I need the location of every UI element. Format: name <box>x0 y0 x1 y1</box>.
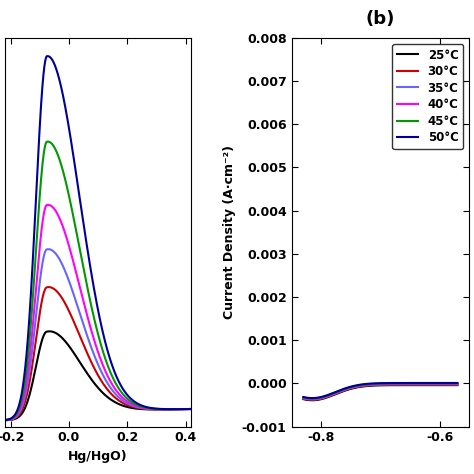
25°C <box>374 383 380 388</box>
25°C <box>392 383 398 388</box>
Text: (b): (b) <box>366 10 395 28</box>
35°C <box>451 382 457 387</box>
40°C <box>384 381 390 387</box>
35°C <box>384 382 390 387</box>
30°C <box>392 382 398 388</box>
50°C <box>310 395 315 401</box>
25°C <box>384 383 390 388</box>
25°C <box>427 383 433 388</box>
50°C <box>374 381 380 386</box>
30°C <box>301 396 306 401</box>
40°C <box>374 381 380 387</box>
25°C <box>455 383 460 388</box>
25°C <box>451 383 457 388</box>
40°C <box>310 396 315 402</box>
45°C <box>384 381 390 386</box>
45°C <box>375 381 381 386</box>
35°C <box>392 382 398 387</box>
40°C <box>451 381 457 387</box>
Legend: 25°C, 30°C, 35°C, 40°C, 45°C, 50°C: 25°C, 30°C, 35°C, 40°C, 45°C, 50°C <box>392 44 464 149</box>
35°C <box>455 382 460 387</box>
25°C <box>375 383 381 388</box>
X-axis label: Hg/HgO): Hg/HgO) <box>68 450 128 463</box>
45°C <box>392 381 398 386</box>
30°C <box>384 382 390 388</box>
Line: 50°C: 50°C <box>303 383 457 398</box>
30°C <box>427 382 433 388</box>
40°C <box>375 381 381 387</box>
35°C <box>427 382 433 387</box>
50°C <box>301 394 306 400</box>
30°C <box>451 382 457 388</box>
Line: 40°C: 40°C <box>303 384 457 399</box>
30°C <box>375 382 381 388</box>
50°C <box>427 380 433 386</box>
40°C <box>427 381 433 387</box>
45°C <box>455 381 460 386</box>
45°C <box>427 381 433 386</box>
45°C <box>301 394 306 400</box>
50°C <box>451 380 457 386</box>
25°C <box>310 397 315 403</box>
30°C <box>455 382 460 388</box>
Line: 30°C: 30°C <box>303 385 457 400</box>
35°C <box>310 397 315 402</box>
45°C <box>451 381 457 386</box>
35°C <box>375 382 381 387</box>
50°C <box>384 380 390 386</box>
45°C <box>310 396 315 401</box>
50°C <box>375 381 381 386</box>
30°C <box>310 397 315 403</box>
50°C <box>455 380 460 386</box>
Line: 35°C: 35°C <box>303 384 457 400</box>
Y-axis label: Current Density (A·cm⁻²): Current Density (A·cm⁻²) <box>223 145 236 319</box>
50°C <box>392 380 398 386</box>
Line: 45°C: 45°C <box>303 383 457 399</box>
40°C <box>301 395 306 401</box>
25°C <box>301 396 306 402</box>
45°C <box>374 381 380 386</box>
40°C <box>392 381 398 387</box>
30°C <box>374 382 380 388</box>
35°C <box>301 395 306 401</box>
40°C <box>455 381 460 387</box>
35°C <box>374 382 380 387</box>
Line: 25°C: 25°C <box>303 385 457 400</box>
